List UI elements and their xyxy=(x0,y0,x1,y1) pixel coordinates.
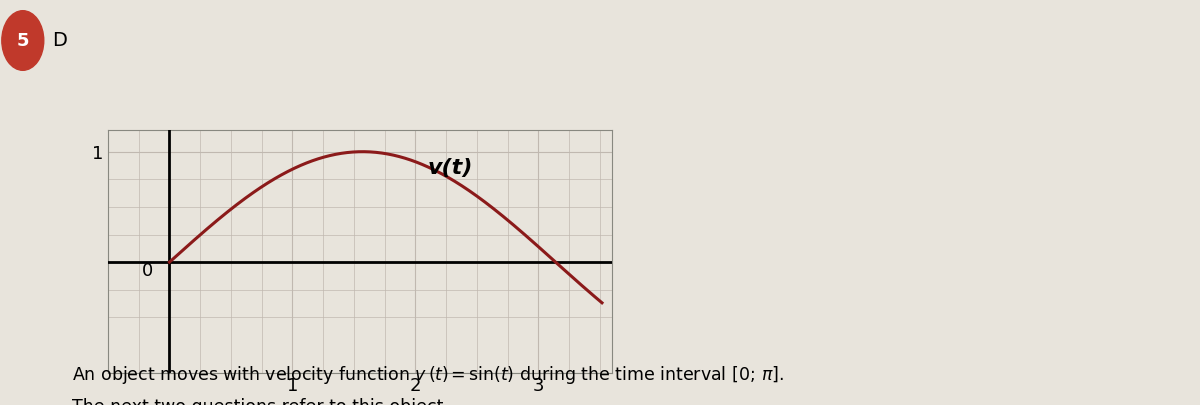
Text: The next two questions refer to this object.: The next two questions refer to this obj… xyxy=(72,398,449,405)
Text: v(t): v(t) xyxy=(427,158,473,178)
Text: 0: 0 xyxy=(142,262,152,280)
Circle shape xyxy=(2,11,43,70)
Text: An object moves with velocity function $v\,(t)_{\!} = \sin(t)$ during the time i: An object moves with velocity function $… xyxy=(72,364,784,386)
Text: D: D xyxy=(53,31,67,50)
Text: 5: 5 xyxy=(17,32,29,49)
